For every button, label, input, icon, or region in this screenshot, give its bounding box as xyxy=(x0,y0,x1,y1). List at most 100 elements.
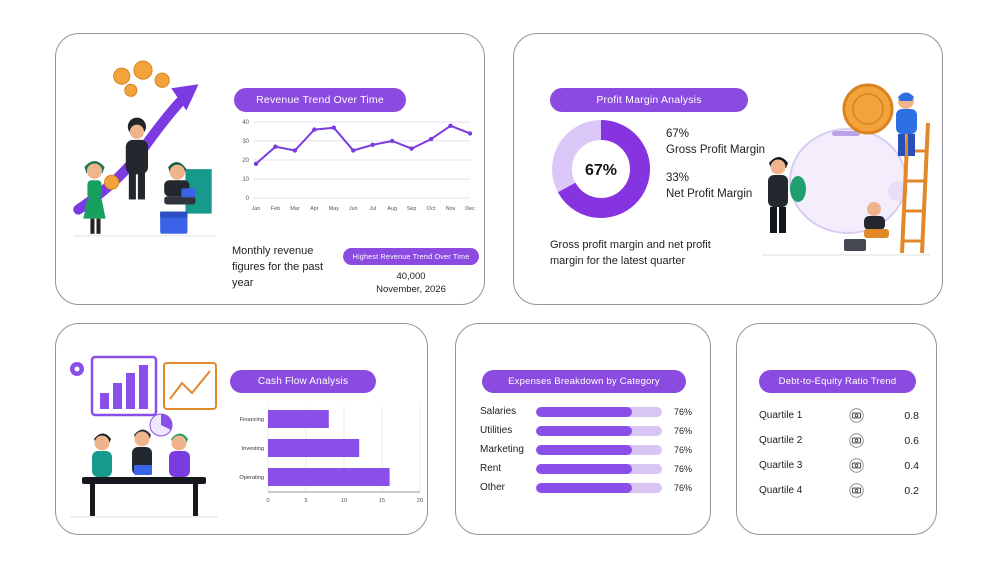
debt-ratio-list: Quartile 1 0.8 Quartile 2 0.6 Quartile 3 0.4 Q… xyxy=(759,408,919,508)
expense-progress-bar xyxy=(536,406,662,417)
svg-text:0: 0 xyxy=(246,196,250,202)
svg-text:Oct: Oct xyxy=(427,206,436,212)
revenue-highlight-date: November, 2026 xyxy=(376,284,446,295)
svg-text:40: 40 xyxy=(242,120,249,126)
expense-progress-bar xyxy=(536,425,662,436)
revenue-illustration xyxy=(73,60,216,237)
svg-text:Sep: Sep xyxy=(407,206,417,212)
svg-text:20: 20 xyxy=(417,498,423,504)
expense-percent: 76% xyxy=(673,425,692,436)
svg-text:20: 20 xyxy=(242,158,249,164)
ratio-value: 0.2 xyxy=(904,484,919,497)
revenue-card: Revenue Trend Over Time 0 10 20 30 40 Jan Feb M… xyxy=(55,33,485,305)
expense-row: Rent 76% xyxy=(480,463,692,474)
ratio-value: 0.6 xyxy=(904,434,919,447)
revenue-highlight-pill: Highest Revenue Trend Over Time xyxy=(342,248,480,265)
debt-ratio-row: Quartile 1 0.8 xyxy=(759,408,919,423)
ratio-value: 0.8 xyxy=(904,409,919,422)
svg-text:Mar: Mar xyxy=(290,206,299,212)
svg-text:Dec: Dec xyxy=(465,206,475,212)
quartile-label: Quartile 3 xyxy=(759,460,803,471)
svg-text:10: 10 xyxy=(242,177,249,183)
expense-percent: 76% xyxy=(673,406,692,417)
svg-text:Operating: Operating xyxy=(239,475,264,481)
svg-text:67%: 67% xyxy=(585,162,617,179)
cashflow-bar-chart: 0 5 10 15 20 Financing Investing Operating xyxy=(222,396,427,516)
svg-text:Aug: Aug xyxy=(387,206,397,212)
svg-text:30: 30 xyxy=(242,139,249,145)
debt-ratio-card: Debt-to-Equity Ratio Trend Quartile 1 0.8… xyxy=(736,323,937,535)
profit-description: Gross profit margin and net profit margi… xyxy=(550,239,711,267)
expenses-card-title: Expenses Breakdown by Category xyxy=(482,370,686,393)
expense-progress-fill xyxy=(536,406,632,417)
expenses-list: Salaries 76% Utilities 76% Marketing 76% Rent 7… xyxy=(480,406,692,501)
expense-category-label: Salaries xyxy=(480,406,517,417)
expense-progress-fill xyxy=(536,425,632,436)
revenue-line-chart: 0 10 20 30 40 Jan Feb Mar Apr May Jun Jul Aug Sep Oct N… xyxy=(232,110,476,230)
expense-category-label: Utilities xyxy=(480,425,513,436)
gross-margin-stat: 67% Gross Profit Margin xyxy=(666,126,765,158)
expenses-card: Expenses Breakdown by Category Salaries 7… xyxy=(455,323,711,535)
cashflow-card-title: Cash Flow Analysis xyxy=(230,370,376,393)
banknote-icon xyxy=(848,408,864,423)
expense-row: Marketing 76% xyxy=(480,444,692,455)
svg-text:Investing: Investing xyxy=(242,446,264,452)
revenue-highlight-value: 40,000 xyxy=(396,271,426,282)
svg-text:Feb: Feb xyxy=(271,206,280,212)
quartile-label: Quartile 2 xyxy=(759,435,803,446)
cashflow-bar-chart-svg: 0 5 10 15 20 Financing Investing Operating xyxy=(239,406,423,504)
expense-percent: 76% xyxy=(673,444,692,455)
ratio-value: 0.4 xyxy=(904,459,919,472)
profit-donut-chart: 67% xyxy=(546,114,656,224)
svg-text:Jun: Jun xyxy=(349,206,358,212)
expense-progress-fill xyxy=(536,463,632,474)
revenue-description: Monthly revenue figures for the past yea… xyxy=(232,245,324,289)
expense-progress-bar xyxy=(536,444,662,455)
net-margin-stat: 33% Net Profit Margin xyxy=(666,170,765,202)
svg-text:Jan: Jan xyxy=(252,206,261,212)
revenue-line-chart-svg: 0 10 20 30 40 Jan Feb Mar Apr May Jun Jul Aug Sep Oct N… xyxy=(242,120,475,212)
gross-margin-value: 67% xyxy=(666,128,690,140)
expense-progress-bar xyxy=(536,482,662,493)
svg-text:10: 10 xyxy=(341,498,347,504)
expense-category-label: Other xyxy=(480,482,506,493)
cashflow-illustration xyxy=(70,355,218,518)
profit-card-title: Profit Margin Analysis xyxy=(550,88,748,112)
expense-progress-bar xyxy=(536,463,662,474)
banknote-icon xyxy=(848,458,864,473)
expense-category-label: Rent xyxy=(480,463,502,474)
svg-text:15: 15 xyxy=(379,498,385,504)
svg-text:Nov: Nov xyxy=(446,206,456,212)
expense-category-label: Marketing xyxy=(480,444,524,455)
revenue-highlight-block: Highest Revenue Trend Over Time 40,000 N… xyxy=(340,246,482,295)
debt-ratio-row: Quartile 3 0.4 xyxy=(759,458,919,473)
net-margin-label: Net Profit Margin xyxy=(666,188,753,201)
profit-stats: 67% Gross Profit Margin 33% Net Profit M… xyxy=(666,126,765,214)
debt-card-title: Debt-to-Equity Ratio Trend xyxy=(759,370,916,393)
expense-percent: 76% xyxy=(673,463,692,474)
svg-text:Jul: Jul xyxy=(369,206,376,212)
profit-illustration xyxy=(762,83,930,256)
svg-text:Financing: Financing xyxy=(240,417,264,423)
expense-percent: 76% xyxy=(673,482,692,493)
svg-text:May: May xyxy=(329,206,339,212)
expense-row: Other 76% xyxy=(480,482,692,493)
svg-text:0: 0 xyxy=(266,498,269,504)
net-margin-value: 33% xyxy=(666,172,690,185)
cashflow-card: Cash Flow Analysis 0 5 10 15 20 Financing Inve… xyxy=(55,323,428,535)
expense-progress-fill xyxy=(536,444,632,455)
svg-text:Apr: Apr xyxy=(310,206,319,212)
expense-row: Utilities 76% xyxy=(480,425,692,436)
profit-donut-chart-svg: 67% xyxy=(552,120,650,218)
quartile-label: Quartile 4 xyxy=(759,485,803,496)
debt-ratio-row: Quartile 4 0.2 xyxy=(759,483,919,498)
revenue-card-title: Revenue Trend Over Time xyxy=(234,88,406,112)
debt-ratio-row: Quartile 2 0.6 xyxy=(759,433,919,448)
expense-row: Salaries 76% xyxy=(480,406,692,417)
banknote-icon xyxy=(848,483,864,498)
svg-text:5: 5 xyxy=(304,498,307,504)
profit-margin-card: Profit Margin Analysis 67% 67% Gross Pro… xyxy=(513,33,943,305)
expense-progress-fill xyxy=(536,482,632,493)
gross-margin-label: Gross Profit Margin xyxy=(666,144,766,157)
